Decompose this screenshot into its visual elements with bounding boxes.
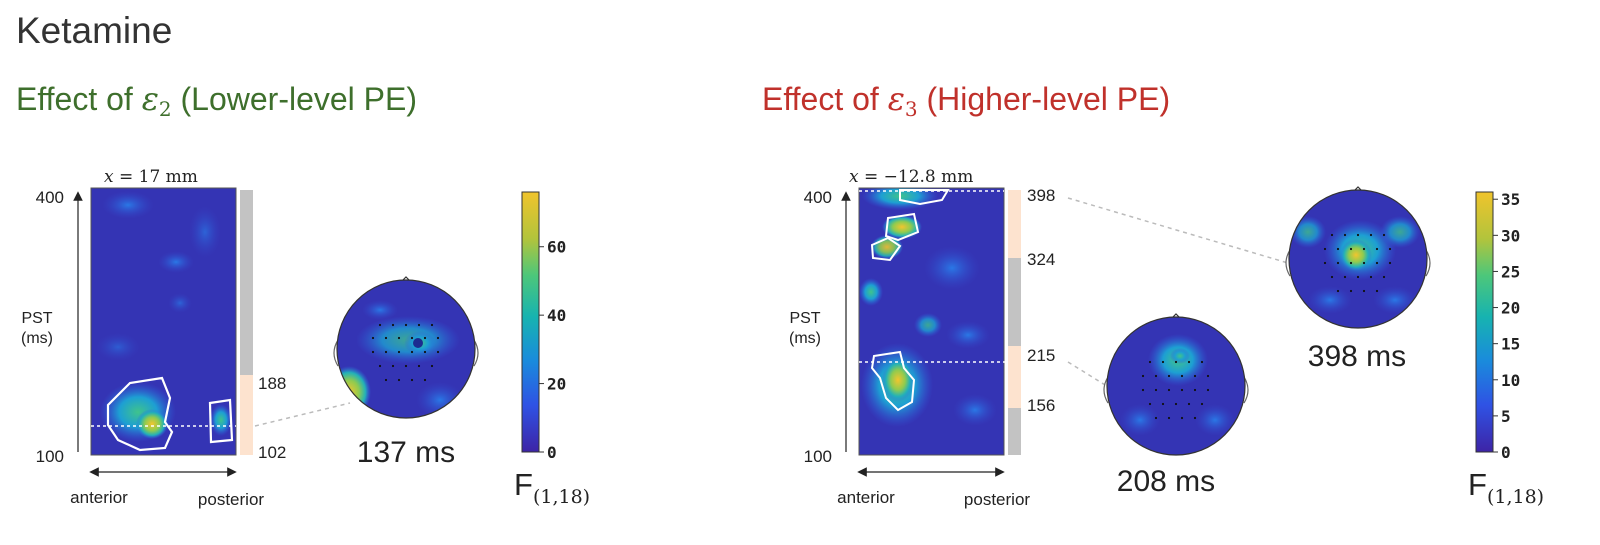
right-colorbar-tick-label: 10 — [1501, 371, 1520, 390]
right-colorbar: 35 30 25 20 15 10 5 0 F(1,18) — [1468, 190, 1544, 508]
left-map-peak — [136, 409, 168, 439]
left-topomap-connector — [254, 402, 351, 427]
right-colorbar-tick-label: 30 — [1501, 226, 1520, 245]
topomap-208ms-label: 208 ms — [1117, 465, 1215, 498]
right-significance-contour — [870, 350, 916, 412]
left-x-label-anterior: anterior — [70, 488, 128, 507]
left-heading-subscript: 2 — [159, 97, 172, 121]
left-y-label-line2: (ms) — [21, 330, 53, 347]
right-colorbar-tick-label: 35 — [1501, 190, 1520, 209]
left-coordinate: x = 17 mm — [104, 167, 198, 187]
left-x-label-posterior: posterior — [198, 490, 264, 509]
left-colorbar-gradient — [521, 191, 540, 453]
left-heading-symbol: ε — [142, 80, 159, 118]
slide-title: Ketamine — [16, 10, 172, 51]
left-panel: x = 17 mm 400 100 PST (ms) 188 102 anter… — [21, 167, 590, 509]
right-map-blob — [914, 313, 942, 337]
left-colorbar-tick-label: 60 — [547, 238, 566, 257]
left-colorbar-label: F(1,18) — [514, 467, 590, 508]
left-window-top-label: 188 — [258, 374, 286, 393]
left-map-blob — [189, 206, 221, 258]
topomap-398ms: 398 ms — [1285, 186, 1431, 373]
left-colorbar-tick-label: 20 — [547, 375, 566, 394]
left-map-cluster — [210, 404, 232, 436]
right-map-cluster — [859, 278, 883, 306]
left-significance-window — [240, 375, 253, 455]
right-window-label: 215 — [1027, 346, 1055, 365]
left-map-blob — [102, 191, 154, 219]
left-map-frame — [90, 187, 237, 456]
right-map-blob — [924, 246, 980, 290]
right-map-blob — [953, 394, 997, 426]
right-significance-window — [1008, 190, 1021, 258]
left-significance-contour — [208, 398, 234, 444]
right-topomap-connector — [1067, 361, 1111, 389]
right-colorbar-tick-label: 25 — [1501, 262, 1520, 281]
left-colorbar-tick-label: 0 — [547, 443, 557, 462]
left-colorbar: 60 40 20 0 F(1,18) — [514, 191, 590, 508]
right-colorbar-tick-label: 0 — [1501, 443, 1511, 462]
topomap-398ms-label: 398 ms — [1308, 340, 1406, 373]
right-window-label: 324 — [1027, 250, 1055, 269]
left-heading: Effect of ε2 (Lower-level PE) — [16, 80, 417, 121]
right-colorbar-label: F(1,18) — [1468, 467, 1544, 508]
right-window-label: 156 — [1027, 396, 1055, 415]
right-significance-contour — [870, 236, 902, 262]
right-spatiotemporal-map — [859, 188, 1004, 455]
left-significance-contour — [106, 376, 174, 452]
right-y-bottom-label: 100 — [804, 447, 832, 466]
right-colorbar-tick-label: 5 — [1501, 407, 1511, 426]
right-window-label: 398 — [1027, 186, 1055, 205]
topomap-outline — [1106, 316, 1246, 456]
left-colorbar-tick-label: 40 — [547, 306, 566, 325]
right-significance-contour — [884, 212, 920, 242]
right-heading-subscript: 3 — [905, 97, 918, 121]
right-panel: x = −12.8 mm 400 100 PST (ms) — [789, 167, 1544, 509]
right-colorbar-tick-label: 20 — [1501, 299, 1520, 318]
right-y-label-line2: (ms) — [789, 330, 821, 347]
topomap-137ms: 137 ms — [333, 276, 479, 469]
right-colorbar-gradient — [1475, 191, 1494, 453]
right-colorbar-tick-label: 15 — [1501, 335, 1520, 354]
left-map-blob — [96, 333, 140, 361]
topomap-outline — [1288, 189, 1428, 329]
left-spatiotemporal-map — [91, 188, 236, 455]
left-y-label-line1: PST — [21, 310, 52, 327]
left-map-blob — [168, 293, 192, 313]
left-map-blob — [158, 251, 194, 273]
right-heading: Effect of ε3 (Higher-level PE) — [762, 80, 1170, 121]
right-heading-prefix: Effect of — [762, 81, 879, 117]
right-map-blob — [946, 321, 990, 349]
right-map-peak — [882, 215, 922, 239]
right-heading-symbol: ε — [888, 80, 905, 118]
left-colorbar-ticks: 60 40 20 0 — [539, 238, 566, 462]
topomap-outline — [336, 279, 476, 419]
left-window-bottom-label: 102 — [258, 443, 286, 462]
topomap-137ms-label: 137 ms — [357, 436, 455, 469]
right-y-label-line1: PST — [789, 310, 820, 327]
left-y-bottom-label: 100 — [36, 447, 64, 466]
right-significance-contour — [899, 189, 950, 206]
left-heading-prefix: Effect of — [16, 81, 133, 117]
right-map-frame — [858, 187, 1005, 456]
left-y-top-label: 400 — [36, 188, 64, 207]
right-map-peak — [882, 358, 914, 402]
right-significance-window — [1008, 346, 1021, 408]
right-colorbar-ticks: 35 30 25 20 15 10 5 0 — [1493, 190, 1520, 462]
right-x-label-posterior: posterior — [964, 490, 1030, 509]
right-coordinate: x = −12.8 mm — [849, 167, 973, 187]
left-heading-suffix: (Lower-level PE) — [181, 81, 418, 117]
right-y-top-label: 400 — [804, 188, 832, 207]
right-topomap-connector — [1067, 197, 1289, 264]
right-heading-suffix: (Higher-level PE) — [927, 81, 1171, 117]
right-x-label-anterior: anterior — [837, 488, 895, 507]
topomap-208ms: 208 ms — [1103, 313, 1249, 498]
